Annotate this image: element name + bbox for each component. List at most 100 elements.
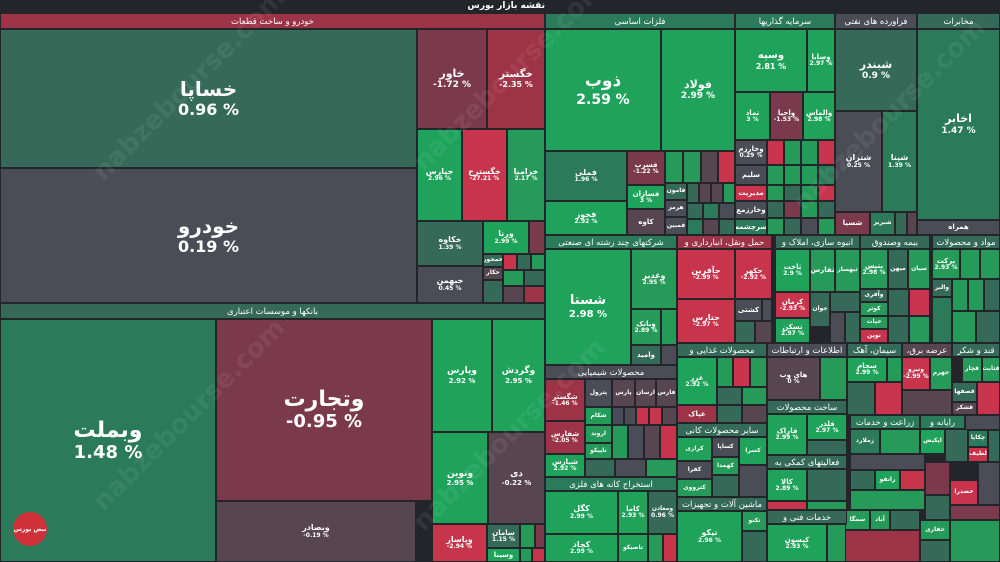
stock-tile-small[interactable]: [520, 524, 535, 548]
stock-tile[interactable]: پترول: [585, 379, 612, 407]
stock-tile-small[interactable]: [895, 212, 907, 235]
sector-header[interactable]: محصولات شیمیایی: [545, 365, 677, 379]
sector-header[interactable]: رایانه و: [920, 415, 965, 429]
stock-tile[interactable]: شفارس -2.05 %: [545, 421, 585, 454]
stock-tile-small[interactable]: [712, 475, 739, 497]
stock-tile-small[interactable]: [801, 185, 818, 201]
stock-tile[interactable]: وپاسار -2.94 %: [432, 524, 487, 562]
stock-tile-small[interactable]: [687, 183, 699, 203]
stock-tile[interactable]: خپارس 2.96 %: [417, 129, 462, 221]
stock-tile-small[interactable]: [847, 382, 875, 415]
stock-tile-small[interactable]: [820, 357, 847, 400]
stock-tile-small[interactable]: [663, 534, 677, 562]
stock-tile-small[interactable]: [767, 140, 784, 165]
stock-tile[interactable]: اخابر 1.47 %: [917, 29, 1000, 220]
stock-tile[interactable]: کسرا: [739, 437, 767, 465]
stock-tile-small[interactable]: [960, 249, 980, 279]
stock-tile-small[interactable]: [952, 311, 976, 343]
sector-header[interactable]: سیمان، آهک: [847, 343, 902, 357]
stock-tile-small[interactable]: [850, 454, 925, 470]
sector-header[interactable]: محصولات غذایی و: [677, 343, 767, 357]
stock-tile[interactable]: تماد 3 %: [735, 92, 770, 140]
stock-tile-small[interactable]: [887, 357, 902, 382]
stock-tile-small[interactable]: [818, 218, 835, 235]
stock-tile[interactable]: خودرو 0.19 %: [0, 168, 417, 303]
sector-header[interactable]: شرکتهای چند رشته ای صنعتی: [545, 235, 677, 249]
stock-tile-small[interactable]: [801, 201, 818, 218]
stock-tile[interactable]: تسکن 2.97 %: [775, 318, 810, 343]
stock-tile-small[interactable]: [644, 425, 660, 459]
stock-tile-small[interactable]: [517, 254, 531, 270]
stock-tile-small[interactable]: [742, 387, 767, 405]
stock-tile[interactable]: غپاک: [677, 405, 717, 423]
sector-header[interactable]: حمل ونقل، انبارداری و: [677, 235, 772, 249]
stock-tile-small[interactable]: [624, 407, 636, 425]
stock-tile-small[interactable]: [687, 203, 703, 219]
sector-header[interactable]: خدمات فنی و: [767, 510, 847, 524]
stock-tile[interactable]: غزر 2.92 %: [677, 357, 717, 405]
stock-tile-small[interactable]: [932, 297, 952, 343]
stock-tile[interactable]: شگستر -1.46 %: [545, 379, 585, 421]
stock-tile[interactable]: فمبین: [665, 217, 687, 235]
stock-tile[interactable]: وامید: [631, 345, 661, 365]
stock-tile[interactable]: فاراک 2.99 %: [767, 414, 807, 455]
stock-tile[interactable]: کترووی: [677, 479, 712, 497]
sector-header[interactable]: قند و شکر: [952, 343, 1000, 357]
stock-tile[interactable]: آباد: [870, 510, 890, 530]
stock-tile-small[interactable]: [900, 470, 925, 490]
stock-tile[interactable]: سلیم: [735, 165, 767, 185]
stock-tile-small[interactable]: [739, 465, 767, 497]
stock-tile-small[interactable]: [636, 407, 649, 425]
stock-tile-small[interactable]: [503, 286, 524, 303]
stock-tile-small[interactable]: [665, 151, 683, 183]
stock-tile-small[interactable]: [818, 185, 835, 201]
stock-tile[interactable]: کالا 2.89 %: [767, 469, 807, 501]
stock-tile-small[interactable]: [615, 459, 646, 477]
stock-tile[interactable]: حفاری: [920, 520, 950, 540]
stock-tile[interactable]: اروند: [585, 425, 612, 443]
stock-tile[interactable]: خساپا 0.96 %: [0, 29, 417, 168]
stock-tile-small[interactable]: [750, 357, 767, 387]
stock-tile-small[interactable]: [890, 510, 920, 530]
stock-tile[interactable]: فولاد 2.99 %: [661, 29, 735, 151]
sector-header[interactable]: فعالیتهای کمکی به: [767, 455, 847, 469]
stock-tile[interactable]: والبر: [932, 279, 952, 297]
stock-tile[interactable]: رانفو: [875, 470, 900, 490]
stock-tile[interactable]: کیسون 2.93 %: [767, 524, 827, 562]
stock-tile[interactable]: ثبهساز: [835, 249, 860, 292]
stock-tile[interactable]: ونوین 2.95 %: [432, 432, 488, 524]
stock-tile[interactable]: کشتی: [735, 299, 762, 321]
stock-tile-small[interactable]: [950, 505, 1000, 520]
stock-tile-small[interactable]: [717, 405, 742, 423]
stock-tile-small[interactable]: [965, 415, 1000, 430]
stock-tile-small[interactable]: [784, 185, 801, 201]
stock-tile-small[interactable]: [683, 151, 701, 183]
stock-tile[interactable]: کچاد 2.99 %: [545, 534, 618, 562]
stock-tile[interactable]: جهرم: [930, 357, 952, 390]
stock-tile[interactable]: سیان: [908, 249, 930, 289]
stock-tile-small[interactable]: [784, 218, 801, 235]
stock-tile-small[interactable]: [976, 311, 1000, 343]
stock-tile[interactable]: فسرب -1.22 %: [627, 151, 665, 185]
stock-tile-small[interactable]: [784, 201, 801, 218]
stock-tile[interactable]: سرچشمه: [735, 219, 767, 235]
sector-header[interactable]: انبوه سازی، املاک و: [775, 235, 860, 249]
stock-tile-small[interactable]: [909, 289, 930, 316]
sector-header[interactable]: فلزات اساسی: [545, 13, 735, 29]
stock-tile-small[interactable]: [818, 165, 835, 185]
stock-tile[interactable]: وآفری: [860, 289, 888, 302]
stock-tile[interactable]: خگسترح -27.21 %: [462, 129, 507, 221]
stock-tile-small[interactable]: [830, 292, 860, 312]
stock-tile[interactable]: وخارزمع: [735, 201, 767, 219]
stock-tile[interactable]: وخارزم 0.29 %: [735, 140, 767, 165]
stock-tile[interactable]: کاما 2.93 %: [618, 491, 648, 534]
stock-tile-small[interactable]: [818, 201, 835, 218]
stock-tile-small[interactable]: [875, 382, 902, 415]
stock-tile-small[interactable]: [648, 534, 663, 562]
stock-tile[interactable]: خبهمن 0.45 %: [417, 266, 483, 303]
stock-tile[interactable]: تاپیکو: [585, 443, 612, 459]
stock-tile-small[interactable]: [532, 548, 545, 562]
stock-tile[interactable]: ومعادن 0.96 %: [648, 491, 677, 534]
stock-tile[interactable]: زملارد: [850, 429, 880, 454]
stock-tile[interactable]: خصدرا: [950, 480, 978, 505]
